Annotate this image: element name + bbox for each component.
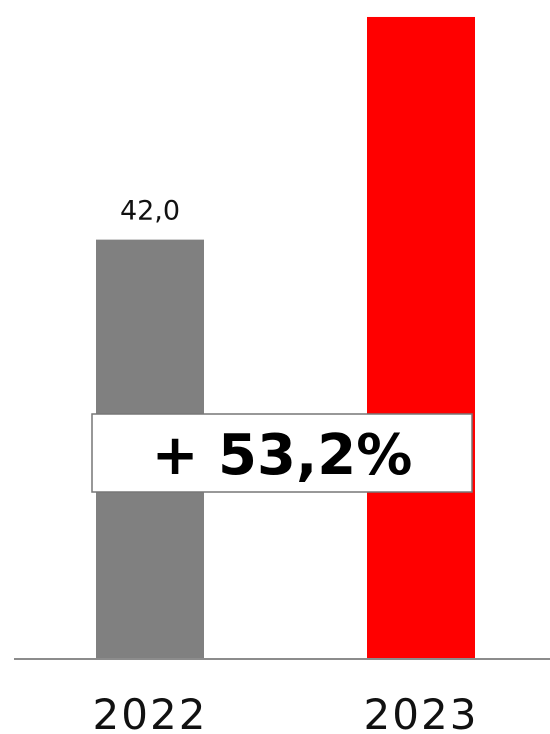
- bar-2023: [367, 16, 475, 659]
- growth-callout-box: [91, 413, 473, 493]
- x-tick-label-2023: 2023: [364, 690, 479, 734]
- x-tick-labels-group: 2022 2023: [93, 690, 479, 734]
- growth-callout-text: + 53,2%: [152, 423, 413, 488]
- growth-callout: + 53,2%: [91, 413, 473, 493]
- value-labels-group: 42,0 64,3: [120, 0, 451, 227]
- value-label-2022: 42,0: [120, 196, 180, 227]
- x-tick-label-2022: 2022: [93, 690, 208, 734]
- bars-group: [96, 16, 475, 660]
- value-label-2023: 64,3: [391, 0, 451, 4]
